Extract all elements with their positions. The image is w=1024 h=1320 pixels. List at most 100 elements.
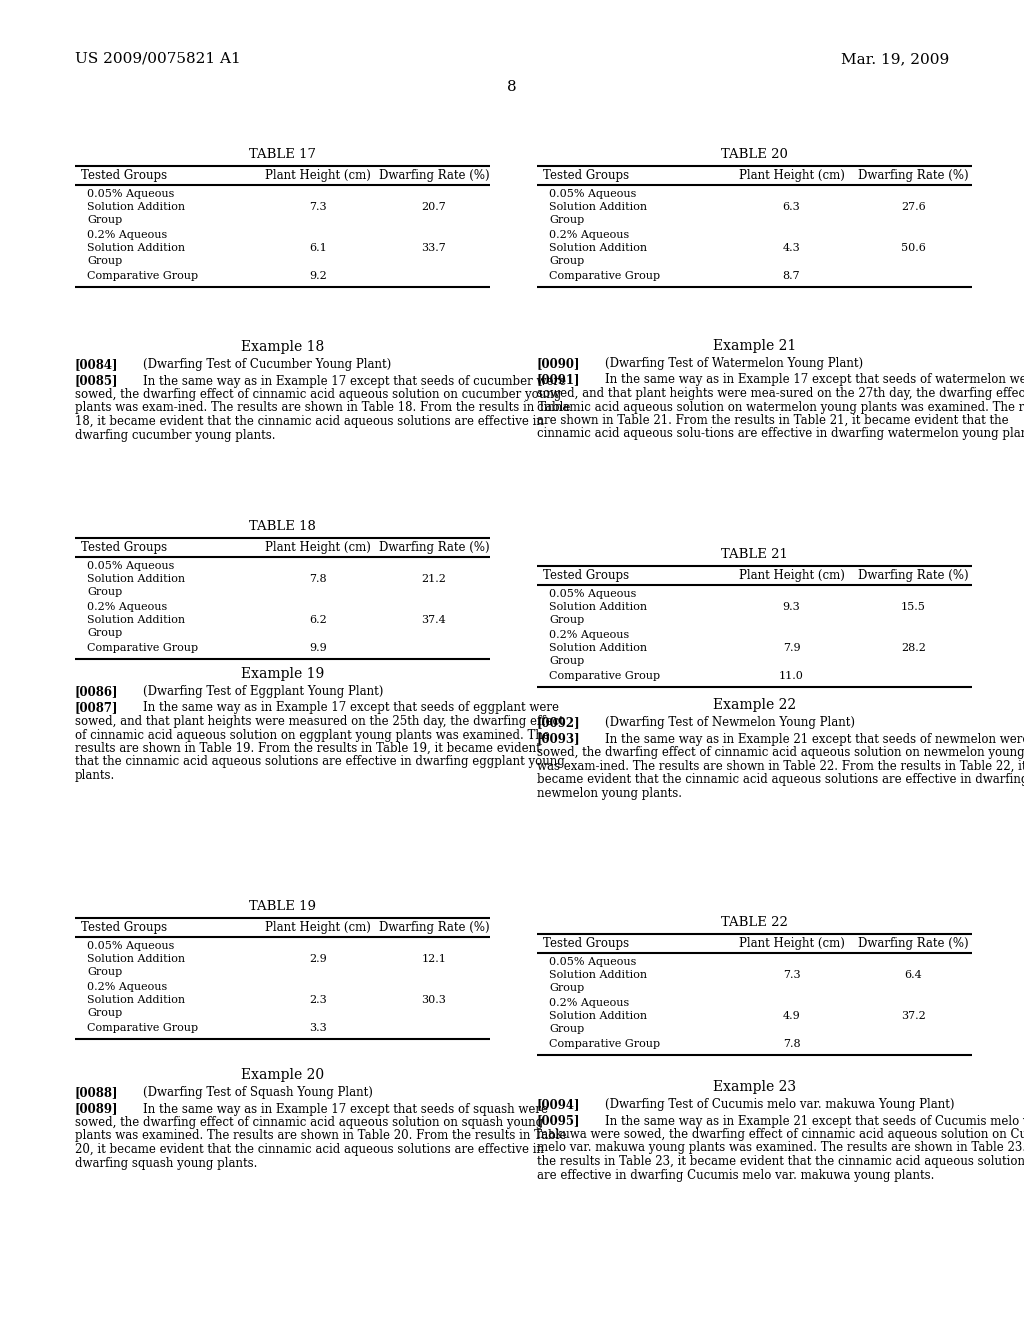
Text: Tested Groups: Tested Groups: [81, 921, 167, 935]
Text: that the cinnamic acid aqueous solutions are effective in dwarfing eggplant youn: that the cinnamic acid aqueous solutions…: [75, 755, 565, 768]
Text: 12.1: 12.1: [422, 954, 446, 964]
Text: 37.2: 37.2: [901, 1011, 926, 1020]
Text: Dwarfing Rate (%): Dwarfing Rate (%): [379, 541, 489, 554]
Text: sowed, the dwarfing effect of cinnamic acid aqueous solution on newmelon young p: sowed, the dwarfing effect of cinnamic a…: [537, 746, 1024, 759]
Text: Group: Group: [549, 615, 585, 624]
Text: Group: Group: [549, 1024, 585, 1034]
Text: Tested Groups: Tested Groups: [543, 169, 629, 182]
Text: 8.7: 8.7: [782, 271, 801, 281]
Text: (Dwarfing Test of Newmelon Young Plant): (Dwarfing Test of Newmelon Young Plant): [605, 715, 855, 729]
Text: Solution Addition: Solution Addition: [87, 202, 185, 213]
Text: Example 20: Example 20: [241, 1068, 324, 1082]
Text: 9.9: 9.9: [309, 643, 327, 653]
Text: Plant Height (cm): Plant Height (cm): [738, 569, 845, 582]
Text: 7.8: 7.8: [782, 1039, 801, 1049]
Text: In the same way as in Example 17 except that seeds of squash were: In the same way as in Example 17 except …: [143, 1102, 548, 1115]
Text: cinnamic acid aqueous solu-tions are effective in dwarfing watermelon young plan: cinnamic acid aqueous solu-tions are eff…: [537, 428, 1024, 441]
Text: Dwarfing Rate (%): Dwarfing Rate (%): [858, 569, 969, 582]
Text: Plant Height (cm): Plant Height (cm): [265, 541, 371, 554]
Text: was exam-ined. The results are shown in Table 22. From the results in Table 22, : was exam-ined. The results are shown in …: [537, 759, 1024, 772]
Text: Dwarfing Rate (%): Dwarfing Rate (%): [858, 169, 969, 182]
Text: 0.05% Aqueous: 0.05% Aqueous: [549, 957, 636, 968]
Text: Dwarfing Rate (%): Dwarfing Rate (%): [858, 937, 969, 950]
Text: 37.4: 37.4: [422, 615, 446, 624]
Text: In the same way as in Example 17 except that seeds of eggplant were: In the same way as in Example 17 except …: [143, 701, 559, 714]
Text: [0092]: [0092]: [537, 715, 581, 729]
Text: 2.9: 2.9: [309, 954, 327, 964]
Text: (Dwarfing Test of Watermelon Young Plant): (Dwarfing Test of Watermelon Young Plant…: [605, 356, 863, 370]
Text: became evident that the cinnamic acid aqueous solutions are effective in dwarfin: became evident that the cinnamic acid aq…: [537, 774, 1024, 785]
Text: Solution Addition: Solution Addition: [87, 995, 185, 1005]
Text: 4.9: 4.9: [782, 1011, 801, 1020]
Text: [0094]: [0094]: [537, 1098, 581, 1111]
Text: sowed, the dwarfing effect of cinnamic acid aqueous solution on cucumber young: sowed, the dwarfing effect of cinnamic a…: [75, 388, 561, 401]
Text: of cinnamic acid aqueous solution on eggplant young plants was examined. The: of cinnamic acid aqueous solution on egg…: [75, 729, 550, 742]
Text: 3.3: 3.3: [309, 1023, 327, 1034]
Text: newmelon young plants.: newmelon young plants.: [537, 787, 682, 800]
Text: 20.7: 20.7: [422, 202, 446, 213]
Text: Group: Group: [87, 628, 122, 638]
Text: 15.5: 15.5: [901, 602, 926, 612]
Text: 9.2: 9.2: [309, 271, 327, 281]
Text: Group: Group: [87, 587, 122, 597]
Text: In the same way as in Example 21 except that seeds of Cucumis melo var.: In the same way as in Example 21 except …: [605, 1114, 1024, 1127]
Text: TABLE 19: TABLE 19: [249, 900, 316, 913]
Text: dwarfing cucumber young plants.: dwarfing cucumber young plants.: [75, 429, 275, 441]
Text: 6.1: 6.1: [309, 243, 327, 253]
Text: In the same way as in Example 17 except that seeds of cucumber were: In the same way as in Example 17 except …: [143, 375, 566, 388]
Text: Solution Addition: Solution Addition: [549, 970, 647, 979]
Text: [0087]: [0087]: [75, 701, 119, 714]
Text: plants was exam-ined. The results are shown in Table 18. From the results in Tab: plants was exam-ined. The results are sh…: [75, 401, 570, 414]
Text: (Dwarfing Test of Cucumber Young Plant): (Dwarfing Test of Cucumber Young Plant): [143, 358, 391, 371]
Text: [0093]: [0093]: [537, 733, 581, 746]
Text: Solution Addition: Solution Addition: [87, 243, 185, 253]
Text: Group: Group: [549, 256, 585, 267]
Text: 9.3: 9.3: [782, 602, 801, 612]
Text: [0086]: [0086]: [75, 685, 119, 698]
Text: Plant Height (cm): Plant Height (cm): [738, 169, 845, 182]
Text: Example 21: Example 21: [713, 339, 796, 352]
Text: TABLE 21: TABLE 21: [721, 548, 787, 561]
Text: cinnamic acid aqueous solution on watermelon young plants was examined. The resu: cinnamic acid aqueous solution on waterm…: [537, 400, 1024, 413]
Text: dwarfing squash young plants.: dwarfing squash young plants.: [75, 1156, 257, 1170]
Text: In the same way as in Example 17 except that seeds of watermelon were: In the same way as in Example 17 except …: [605, 374, 1024, 387]
Text: 0.05% Aqueous: 0.05% Aqueous: [87, 561, 174, 572]
Text: Tested Groups: Tested Groups: [81, 169, 167, 182]
Text: Mar. 19, 2009: Mar. 19, 2009: [841, 51, 949, 66]
Text: Solution Addition: Solution Addition: [549, 243, 647, 253]
Text: Comparative Group: Comparative Group: [549, 1039, 660, 1049]
Text: Dwarfing Rate (%): Dwarfing Rate (%): [379, 921, 489, 935]
Text: Group: Group: [87, 256, 122, 267]
Text: 7.3: 7.3: [782, 970, 801, 979]
Text: 6.3: 6.3: [782, 202, 801, 213]
Text: Group: Group: [87, 215, 122, 224]
Text: 28.2: 28.2: [901, 643, 926, 653]
Text: Solution Addition: Solution Addition: [87, 954, 185, 964]
Text: Solution Addition: Solution Addition: [87, 574, 185, 583]
Text: Solution Addition: Solution Addition: [549, 202, 647, 213]
Text: [0084]: [0084]: [75, 358, 119, 371]
Text: Comparative Group: Comparative Group: [87, 643, 198, 653]
Text: 18, it became evident that the cinnamic acid aqueous solutions are effective in: 18, it became evident that the cinnamic …: [75, 414, 544, 428]
Text: TABLE 17: TABLE 17: [249, 148, 316, 161]
Text: (Dwarfing Test of Eggplant Young Plant): (Dwarfing Test of Eggplant Young Plant): [143, 685, 383, 698]
Text: Example 23: Example 23: [713, 1080, 796, 1094]
Text: Solution Addition: Solution Addition: [87, 615, 185, 624]
Text: Comparative Group: Comparative Group: [87, 1023, 198, 1034]
Text: 0.2% Aqueous: 0.2% Aqueous: [549, 998, 630, 1008]
Text: 21.2: 21.2: [422, 574, 446, 583]
Text: In the same way as in Example 21 except that seeds of newmelon were: In the same way as in Example 21 except …: [605, 733, 1024, 746]
Text: 6.2: 6.2: [309, 615, 327, 624]
Text: TABLE 18: TABLE 18: [249, 520, 316, 533]
Text: plants.: plants.: [75, 770, 116, 781]
Text: 50.6: 50.6: [901, 243, 926, 253]
Text: the results in Table 23, it became evident that the cinnamic acid aqueous soluti: the results in Table 23, it became evide…: [537, 1155, 1024, 1168]
Text: [0095]: [0095]: [537, 1114, 581, 1127]
Text: makuwa were sowed, the dwarfing effect of cinnamic acid aqueous solution on Cucu: makuwa were sowed, the dwarfing effect o…: [537, 1129, 1024, 1140]
Text: 8: 8: [507, 81, 517, 94]
Text: 0.2% Aqueous: 0.2% Aqueous: [549, 230, 630, 240]
Text: Comparative Group: Comparative Group: [549, 671, 660, 681]
Text: Dwarfing Rate (%): Dwarfing Rate (%): [379, 169, 489, 182]
Text: 7.3: 7.3: [309, 202, 327, 213]
Text: (Dwarfing Test of Cucumis melo var. makuwa Young Plant): (Dwarfing Test of Cucumis melo var. maku…: [605, 1098, 954, 1111]
